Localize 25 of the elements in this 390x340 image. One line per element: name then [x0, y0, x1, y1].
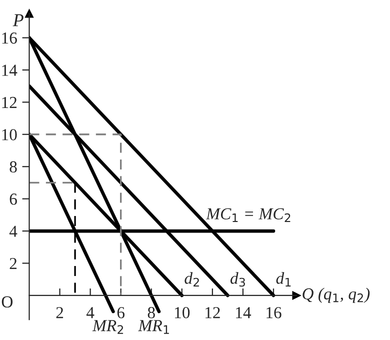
series-label: d$_{2}$	[184, 272, 199, 286]
x-tick-label: 2	[56, 307, 64, 318]
x-tick-label: 4	[86, 307, 94, 318]
y-axis-title: P	[12, 14, 24, 26]
y-tick-label: 8	[10, 161, 17, 173]
x-tick-label: 8	[148, 307, 155, 318]
y-tick-label: 6	[10, 194, 17, 205]
y-tick-label: 16	[2, 32, 17, 44]
x-tick-label: 10	[175, 307, 190, 318]
x-axis-title: Q (q$_{1}$, q$_{2}$)	[302, 288, 370, 303]
y-tick-label: 12	[2, 96, 17, 108]
y-tick-label: 10	[2, 129, 17, 140]
x-tick-label: 12	[206, 307, 220, 318]
series-label: MR$_{2}$	[92, 320, 124, 334]
series-label: MR$_{1}$	[138, 320, 169, 334]
text: O	[2, 296, 13, 308]
y-tick-label: 4	[9, 226, 18, 237]
x-tick-label: 14	[236, 307, 252, 318]
series-label: d$_{1}$	[276, 272, 291, 286]
series-label: MC$_{1}$ = MC$_{2}$	[206, 208, 290, 222]
series-label: d$_{3}$	[230, 272, 245, 287]
y-tick-label: 14	[2, 64, 18, 76]
x-tick-label: 6	[117, 307, 125, 318]
x-tick-label: 16	[266, 307, 282, 318]
y-tick-label: 2	[10, 258, 17, 270]
